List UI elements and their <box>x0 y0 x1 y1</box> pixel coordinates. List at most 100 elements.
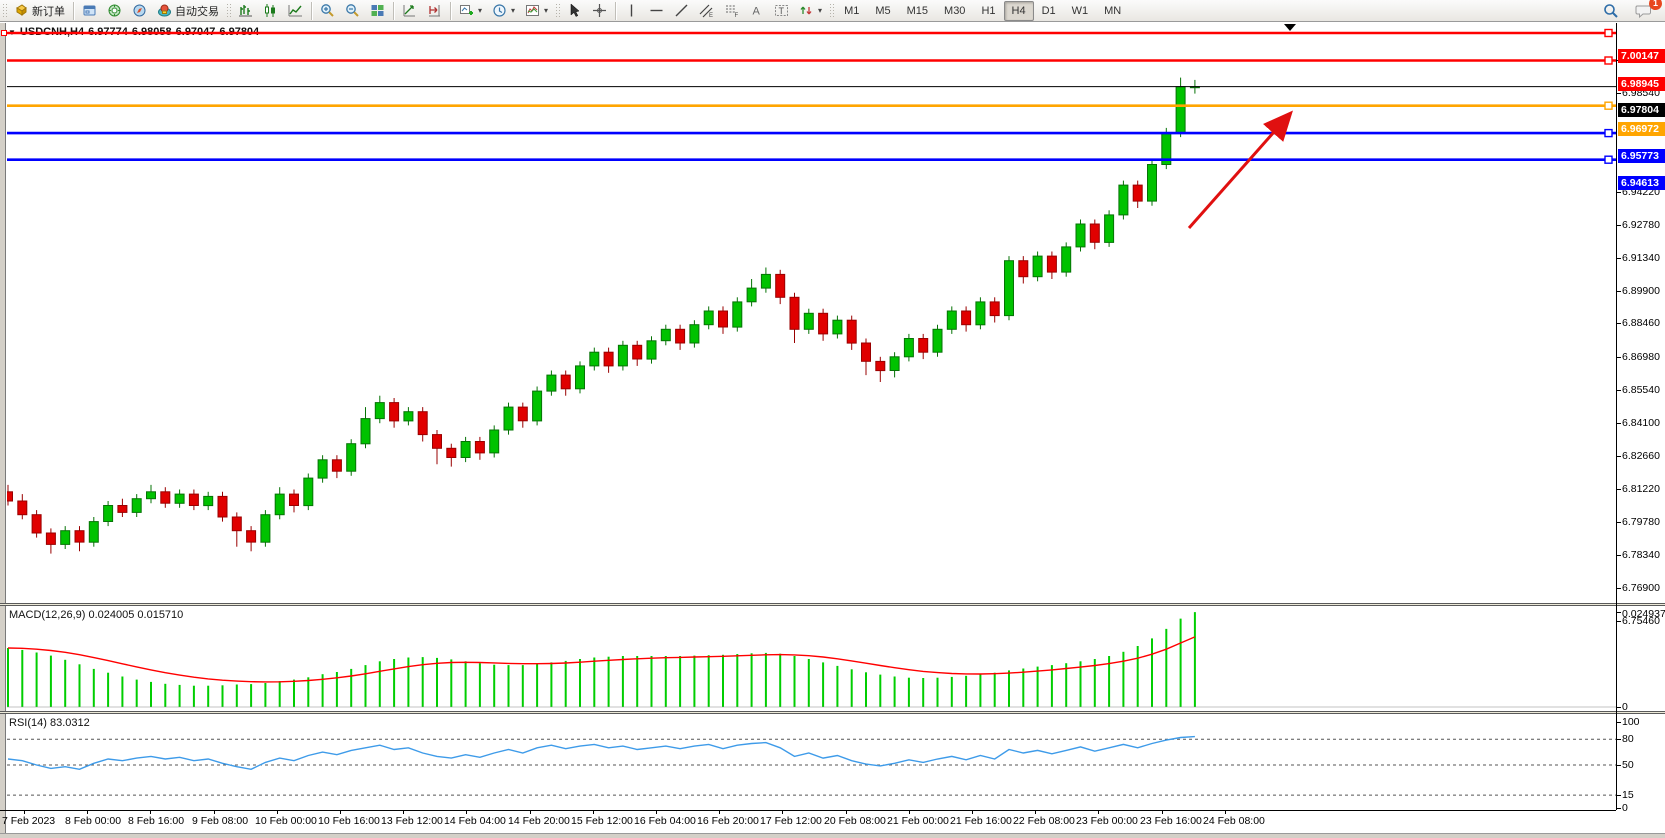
time-tick-label: 23 Feb 16:00 <box>1140 815 1202 827</box>
time-tick-label: 16 Feb 20:00 <box>697 815 759 827</box>
chart-window: ▼USDCNH,H46.977746.980586.970476.97804 M… <box>0 23 1665 838</box>
time-tick-label: 21 Feb 00:00 <box>887 815 949 827</box>
timeframe-button-m15[interactable]: M15 <box>899 1 936 21</box>
time-tick-mark <box>1225 810 1226 814</box>
time-tick-label: 9 Feb 08:00 <box>192 815 249 827</box>
time-tick-label: 23 Feb 00:00 <box>1076 815 1138 827</box>
candlestick-chart-button[interactable] <box>258 1 283 21</box>
rsi-pane-canvas[interactable] <box>7 714 1616 810</box>
arrows-icon <box>800 6 812 15</box>
cursor-icon <box>570 3 580 17</box>
timeframe-button-w1-label: W1 <box>1071 4 1089 17</box>
svg-text:E: E <box>709 13 713 18</box>
time-axis-border <box>0 810 1616 811</box>
periods-button[interactable]: ▾ <box>487 1 520 21</box>
svg-text:T: T <box>779 6 785 16</box>
toolbar-grip[interactable] <box>226 2 231 19</box>
zoom-out-button[interactable] <box>340 1 365 21</box>
time-tick-label: 8 Feb 00:00 <box>65 815 122 827</box>
arrows-button[interactable]: ▾ <box>794 1 827 21</box>
rsi-tick-mark <box>1616 808 1621 809</box>
bar-chart-button[interactable] <box>233 1 258 21</box>
chart-shift-icon <box>429 5 440 17</box>
text-button[interactable]: A <box>744 1 769 21</box>
hline-price-tag: 6.98945 <box>1618 77 1665 91</box>
pane-splitter[interactable] <box>0 603 1665 606</box>
rsi-level-label: 0 <box>1622 802 1628 814</box>
price-tick-mark <box>1616 390 1621 391</box>
chevron-down-icon: ▾ <box>818 6 823 15</box>
time-tick-mark <box>403 810 404 814</box>
toolbar-grip[interactable] <box>2 2 7 19</box>
vertical-line-button[interactable] <box>619 1 644 21</box>
price-tick-mark <box>1616 588 1621 589</box>
timeframe-button-d1[interactable]: D1 <box>1034 1 1064 21</box>
auto-trading-button[interactable]: 自动交易 <box>152 1 224 21</box>
hline-price-tag: 6.96972 <box>1618 122 1665 136</box>
trendline-button[interactable] <box>669 1 694 21</box>
timeframe-button-w1[interactable]: W1 <box>1064 1 1097 21</box>
pane-splitter[interactable] <box>0 711 1665 714</box>
notifications-button[interactable]: 1 <box>1630 0 1662 21</box>
timeframe-button-m5-label: M5 <box>875 4 891 17</box>
timeframe-button-h4[interactable]: H4 <box>1003 0 1034 21</box>
time-tick-label: 21 Feb 16:00 <box>950 815 1012 827</box>
equidistant-channel-button[interactable]: E <box>694 1 719 21</box>
time-tick-mark <box>593 810 594 814</box>
toolbar-separator <box>73 1 74 20</box>
text-label-button[interactable]: T <box>769 1 794 21</box>
price-tick-mark <box>1616 192 1621 193</box>
window-left-edge <box>0 23 6 833</box>
time-tick-label: 24 Feb 08:00 <box>1203 815 1265 827</box>
timeframe-button-h1-label: H1 <box>981 4 996 17</box>
search-button[interactable] <box>1598 1 1624 21</box>
data-window-icon <box>108 4 121 17</box>
price-chart-canvas[interactable] <box>7 23 1616 603</box>
timeframe-button-mn[interactable]: MN <box>1096 1 1129 21</box>
price-tick-mark <box>1616 323 1621 324</box>
zoom-in-button[interactable] <box>315 1 340 21</box>
crosshair-button[interactable] <box>587 1 612 21</box>
new-chart-icon <box>460 5 473 15</box>
fibonacci-button[interactable]: F <box>719 1 744 21</box>
new-order-button[interactable]: 新订单 <box>9 1 70 21</box>
tile-windows-button[interactable] <box>365 1 390 21</box>
auto-trading-button-label: 自动交易 <box>175 5 219 18</box>
rsi-level-label: 15 <box>1622 789 1634 801</box>
time-tick-mark <box>972 810 973 814</box>
navigator-icon <box>133 4 146 17</box>
time-tick-mark <box>719 810 720 814</box>
price-tick-label: 6.76900 <box>1622 582 1660 594</box>
chart-shift-marker-icon[interactable] <box>1284 24 1296 31</box>
toolbar-grip[interactable] <box>829 2 835 19</box>
chevron-down-icon: ▾ <box>544 6 549 15</box>
market-watch-button[interactable] <box>77 1 102 21</box>
templates-button[interactable]: ▾ <box>520 1 553 21</box>
timeframe-button-h1[interactable]: H1 <box>973 1 1003 21</box>
macd-pane-canvas[interactable] <box>7 606 1616 711</box>
line-chart-icon <box>288 5 302 17</box>
navigator-button[interactable] <box>127 1 152 21</box>
time-tick-label: 17 Feb 12:00 <box>760 815 822 827</box>
cursor-button[interactable] <box>562 1 587 21</box>
toolbar-grip[interactable] <box>555 2 561 19</box>
chart-shift-button[interactable] <box>422 1 447 21</box>
market-watch-icon <box>83 5 96 16</box>
timeframe-button-m1[interactable]: M1 <box>836 1 867 21</box>
line-chart-button[interactable] <box>283 1 308 21</box>
hline-drag-handle[interactable] <box>1 30 7 36</box>
main-toolbar: 新订单 自动交易 ▾ ▾ ▾ E F A T ▾ M1 M5 M15 M30 H1 H4 D1 W1 MN 1 <box>0 0 1665 22</box>
toolbar-separator <box>615 1 617 20</box>
timeframe-button-m30[interactable]: M30 <box>936 1 973 21</box>
new-chart-button[interactable]: ▾ <box>454 1 487 21</box>
timeframe-button-m5[interactable]: M5 <box>867 1 898 21</box>
data-window-button[interactable] <box>102 1 127 21</box>
tile-windows-icon <box>371 5 384 16</box>
time-tick-mark <box>1035 810 1036 814</box>
time-tick-mark <box>277 810 278 814</box>
price-tick-mark <box>1616 489 1621 490</box>
zoom-out-icon <box>346 4 359 17</box>
auto-arrange-button[interactable] <box>397 1 422 21</box>
horizontal-line-button[interactable] <box>644 1 669 21</box>
toolbar-separator <box>393 1 394 20</box>
